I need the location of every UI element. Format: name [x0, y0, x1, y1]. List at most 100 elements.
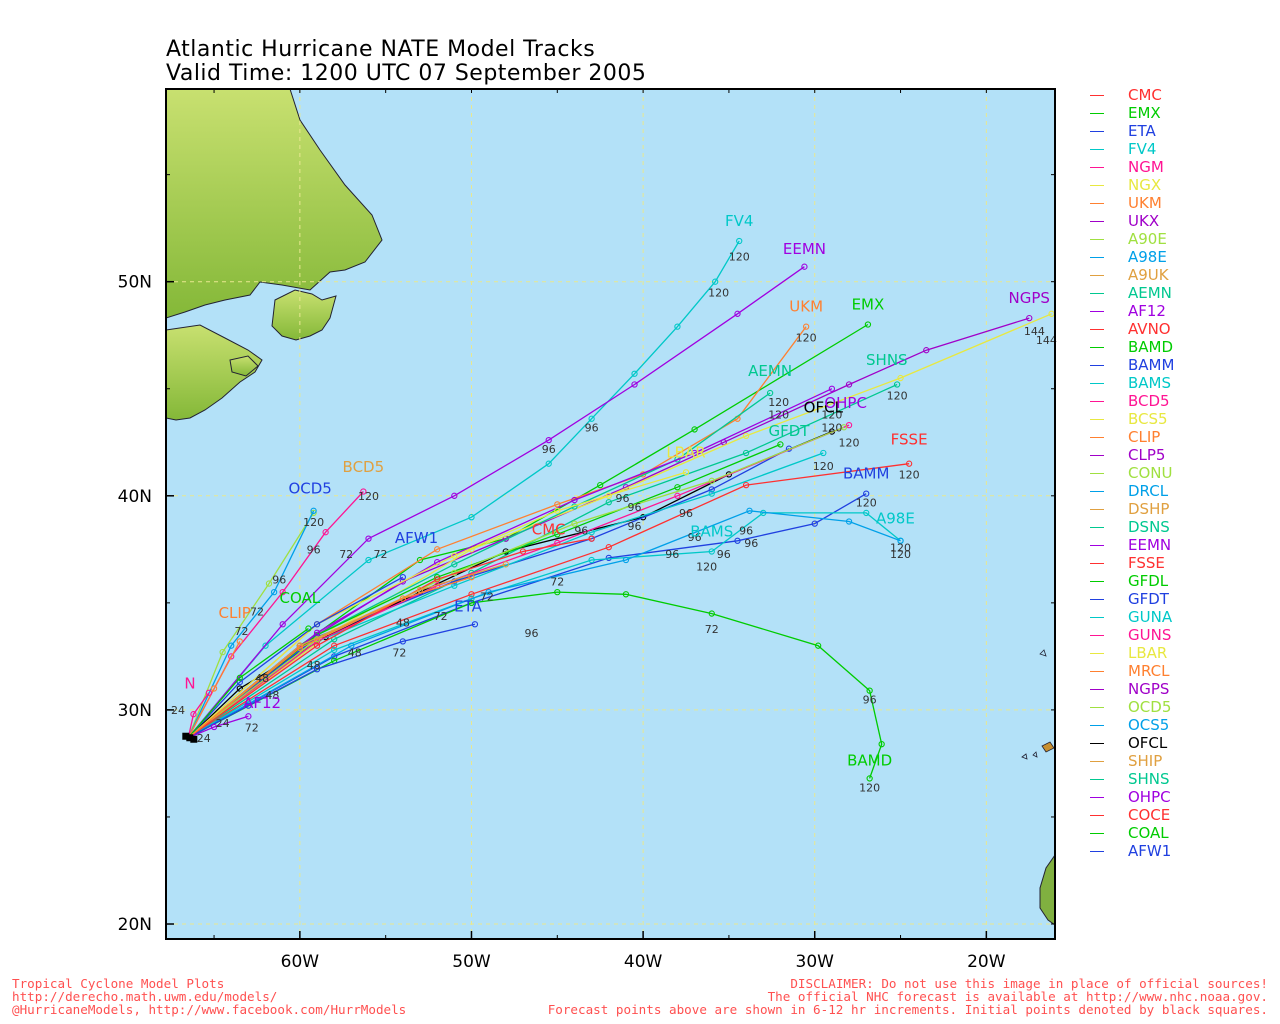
track-line [187, 510, 901, 739]
footer-disclaimer: DISCLAIMER: Do not use this image in pla… [548, 977, 1268, 1016]
forecast-hour-label: 72 [250, 606, 264, 619]
forecast-point [708, 490, 715, 497]
footer-credit-line[interactable]: @HurricaneModels, http://www.facebook.co… [12, 1002, 407, 1017]
legend-item-ofcl: OFCL [1086, 734, 1276, 752]
track-eemn [187, 263, 808, 739]
track-line [187, 471, 687, 739]
forecast-point [545, 436, 552, 444]
forecast-point [554, 588, 561, 596]
track-label-ofcl: OFCL [804, 398, 844, 416]
legend-swatch [1090, 112, 1104, 114]
forecast-hour-label: 144 [1036, 334, 1057, 347]
legend-item-dshp: DSHP [1086, 500, 1276, 518]
lat-lon-grid [166, 89, 1055, 939]
legend-swatch [1090, 238, 1104, 240]
forecast-hour-label: 96 [307, 544, 321, 557]
forecast-hour-label: 96 [616, 492, 630, 505]
forecast-point [554, 501, 561, 508]
legend-swatch [1090, 166, 1104, 168]
axes: 60W 50W 40W 30W 20W 50N 40N 30N 20N [118, 89, 1055, 972]
forecast-hour-label: 24 [197, 732, 211, 745]
legend-label: COAL [1128, 824, 1169, 842]
legend-label: CLP5 [1128, 446, 1166, 464]
forecast-point [674, 492, 681, 499]
legend-label: AVNO [1128, 320, 1171, 338]
forecast-point [205, 689, 213, 696]
legend-item-ukm: UKM [1086, 194, 1276, 212]
forecast-point [305, 625, 312, 632]
legend-swatch [1090, 544, 1104, 546]
forecast-point [897, 537, 904, 544]
track-label-lbar: LBAR [666, 443, 705, 461]
track-eta [187, 621, 479, 739]
legend-label: NGM [1128, 158, 1164, 176]
forecast-point [811, 520, 818, 527]
forecast-point [322, 529, 329, 536]
legend-swatch [1090, 706, 1104, 708]
legend-item-conu: CONU [1086, 464, 1276, 482]
legend-item-ngx: NGX [1086, 176, 1276, 194]
legend-item-ukx: UKX [1086, 212, 1276, 230]
forecast-point [296, 644, 304, 651]
forecast-hour-label: 48 [348, 646, 362, 659]
forecast-point [734, 537, 741, 544]
forecast-point [622, 556, 630, 564]
track-label-bamm: BAMM [843, 465, 889, 483]
cape-breton [229, 355, 259, 377]
forecast-point [313, 666, 321, 673]
legend-label: MRCL [1128, 662, 1170, 680]
track-line [187, 266, 805, 739]
track-bamm [187, 490, 870, 739]
legend-item-guna: GUNA [1086, 608, 1276, 626]
legend-label: DSHP [1128, 500, 1170, 518]
forecast-point [840, 424, 848, 431]
forecast-hour-label: 72 [480, 591, 494, 604]
lon-tick-label: 50W [452, 952, 491, 972]
track-line [187, 448, 790, 739]
forecast-point [348, 642, 355, 649]
forecast-point [897, 374, 904, 382]
forecast-point [331, 642, 338, 649]
legend-item-eta: ETA [1086, 122, 1276, 140]
legend-label: FSSE [1128, 554, 1165, 572]
legend-item-bams: BAMS [1086, 374, 1276, 392]
legend-label: OCS5 [1128, 716, 1170, 734]
forecast-point [597, 481, 604, 489]
legend-item-mrcl: MRCL [1086, 662, 1276, 680]
forecast-hour-label: 120 [839, 437, 860, 450]
forecast-point [502, 561, 509, 568]
legend-swatch [1090, 490, 1104, 492]
legend-swatch [1090, 346, 1104, 348]
legend-item-bamd: BAMD [1086, 338, 1276, 356]
forecast-hour-label: 48 [396, 616, 410, 629]
forecast-point [878, 741, 885, 748]
legend-label: AFW1 [1128, 842, 1172, 860]
forecast-point [864, 321, 872, 328]
forecast-point [365, 535, 372, 542]
forecast-hour-label: 24 [171, 704, 185, 717]
forecast-point [801, 263, 808, 270]
track-label-af12: AF12 [243, 694, 281, 712]
footer-credit-line[interactable]: http://derecho.math.uwm.edu/models/ [12, 989, 278, 1004]
legend-item-ngps: NGPS [1086, 680, 1276, 698]
forecast-point [219, 648, 226, 656]
track-label-bcd5: BCD5 [343, 458, 385, 476]
track-label-ocd5: OCD5 [288, 480, 331, 498]
track-label-bamd: BAMD [847, 752, 892, 770]
forecast-hour-label: 120 [890, 548, 911, 561]
forecast-hour-label: 120 [890, 541, 911, 554]
legend-item-guns: GUNS [1086, 626, 1276, 644]
forecast-hour-label: 96 [628, 501, 642, 514]
legend-label: COCE [1128, 806, 1171, 824]
forecast-point [451, 552, 458, 559]
lon-tick-label: 60W [281, 952, 320, 972]
lat-tick-label: 50N [118, 273, 152, 293]
plot-frame [165, 88, 1056, 940]
legend-swatch [1090, 454, 1104, 456]
forecast-point [313, 621, 321, 628]
legend-label: NGPS [1128, 680, 1170, 698]
legend-swatch [1090, 760, 1104, 762]
forecast-hour-label: 72 [235, 625, 249, 638]
forecast-point [863, 490, 870, 497]
forecast-hour-label: 120 [729, 250, 750, 263]
